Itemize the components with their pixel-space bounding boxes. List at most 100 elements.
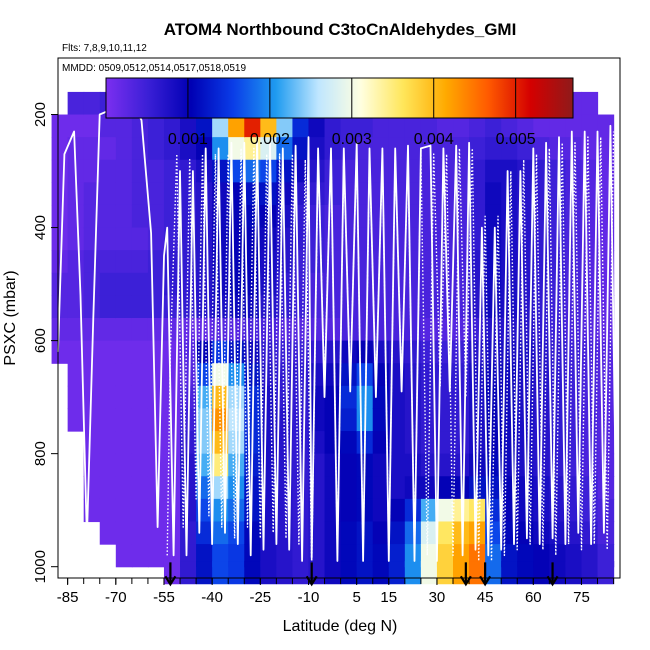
heatmap-cell bbox=[356, 272, 374, 296]
heatmap-cell bbox=[99, 137, 117, 161]
heatmap-cell bbox=[372, 561, 390, 585]
heatmap-cell bbox=[244, 561, 261, 585]
heatmap-cell bbox=[147, 250, 165, 274]
heatmap-cell bbox=[292, 340, 310, 364]
heatmap-cell bbox=[83, 204, 101, 229]
heatmap-cell bbox=[115, 114, 133, 138]
heatmap-cell bbox=[404, 521, 422, 545]
heatmap-cell bbox=[388, 498, 406, 523]
heatmap-cell bbox=[147, 159, 165, 183]
heatmap-cell bbox=[308, 318, 326, 342]
x-tick-label: -85 bbox=[57, 589, 79, 606]
heatmap-cell bbox=[228, 561, 245, 585]
heatmap-cell bbox=[51, 318, 69, 342]
heatmap-cell bbox=[131, 182, 149, 206]
heatmap-cell bbox=[372, 476, 390, 500]
heatmap-cell bbox=[501, 408, 518, 432]
heatmap-cell bbox=[67, 408, 85, 432]
heatmap-cell bbox=[180, 114, 197, 138]
heatmap-cell bbox=[115, 340, 133, 364]
heatmap-cell bbox=[372, 250, 390, 274]
heatmap-cell bbox=[131, 544, 149, 568]
heatmap-cell bbox=[51, 227, 69, 251]
heatmap-cell bbox=[163, 159, 181, 183]
heatmap-cell bbox=[276, 453, 294, 477]
heatmap-cell bbox=[99, 295, 117, 319]
heatmap-cell bbox=[163, 114, 181, 138]
heatmap-cell bbox=[324, 453, 342, 477]
heatmap-cell bbox=[356, 318, 374, 342]
heatmap-cell bbox=[501, 204, 518, 229]
heatmap-cell bbox=[597, 498, 615, 523]
heatmap-cell bbox=[340, 498, 358, 523]
heatmap-cell bbox=[340, 385, 358, 410]
heatmap-cell bbox=[549, 137, 567, 161]
heatmap-cell bbox=[436, 159, 454, 183]
heatmap-cell bbox=[324, 182, 342, 206]
heatmap-cell bbox=[212, 137, 229, 161]
heatmap-cell bbox=[517, 137, 534, 161]
heatmap-cell bbox=[99, 476, 117, 500]
heatmap-cell bbox=[356, 561, 374, 585]
x-tick-label: -55 bbox=[153, 589, 175, 606]
heatmap-cell bbox=[260, 137, 277, 161]
heatmap-cell bbox=[420, 498, 438, 523]
heatmap-cell bbox=[260, 561, 277, 585]
heatmap-cell bbox=[436, 431, 454, 455]
heatmap-cell bbox=[340, 431, 358, 455]
heatmap-cell bbox=[67, 114, 85, 138]
heatmap-cell bbox=[51, 114, 69, 138]
heatmap-cell bbox=[51, 250, 69, 274]
y-tick-label: 1000 bbox=[32, 550, 49, 583]
heatmap-cell bbox=[420, 227, 438, 251]
heatmap-cell bbox=[485, 114, 502, 138]
heatmap-cell bbox=[115, 544, 133, 568]
heatmap-cell bbox=[340, 476, 358, 500]
x-axis: -85 -70 -55 -40 -25 -10 5 15 30 45 60 75 bbox=[57, 578, 615, 606]
heatmap-cell bbox=[517, 561, 534, 585]
heatmap-cell bbox=[180, 521, 197, 545]
heatmap-cell bbox=[324, 363, 342, 387]
heatmap-cell bbox=[147, 544, 165, 568]
heatmap-cell bbox=[83, 318, 101, 342]
heatmap-cell bbox=[420, 114, 438, 138]
heatmap-cell bbox=[324, 137, 342, 161]
heatmap-cell bbox=[260, 408, 277, 432]
heatmap-cell bbox=[115, 498, 133, 523]
heatmap-cell bbox=[469, 137, 486, 161]
heatmap-cell bbox=[517, 521, 534, 545]
heatmap-cell bbox=[388, 431, 406, 455]
heatmap-cell bbox=[67, 204, 85, 229]
heatmap-cell bbox=[228, 272, 245, 296]
y-tick-label: 200 bbox=[32, 102, 49, 127]
heatmap-cell bbox=[436, 114, 454, 138]
heatmap-cell bbox=[581, 318, 599, 342]
heatmap-cell bbox=[131, 431, 149, 455]
heatmap-cell bbox=[99, 431, 117, 455]
heatmap-cell bbox=[67, 137, 85, 161]
heatmap-cell bbox=[597, 521, 615, 545]
heatmap-cell bbox=[565, 182, 583, 206]
heatmap-cell bbox=[115, 182, 133, 206]
heatmap-cell bbox=[147, 137, 165, 161]
heatmap-cell bbox=[372, 408, 390, 432]
heatmap-cell bbox=[308, 137, 326, 161]
heatmap-cell bbox=[597, 561, 615, 585]
heatmap-cell bbox=[163, 137, 181, 161]
heatmap-cell bbox=[308, 295, 326, 319]
heatmap-cell bbox=[308, 408, 326, 432]
heatmap-cell bbox=[581, 521, 599, 545]
heatmap-cell bbox=[131, 137, 149, 161]
flight-tracks bbox=[57, 106, 618, 568]
heatmap-cell bbox=[340, 453, 358, 477]
heatmap-cell bbox=[469, 159, 486, 183]
heatmap-cell bbox=[260, 385, 277, 410]
colorbar-gradient bbox=[105, 77, 574, 119]
heatmap-cell bbox=[324, 340, 342, 364]
heatmap-cell bbox=[244, 498, 261, 523]
colorbar: 0.001 0.002 0.003 0.004 0.005 bbox=[105, 77, 574, 148]
heatmap-cell bbox=[436, 521, 454, 545]
colorbar-tick-label: 0.003 bbox=[332, 131, 372, 148]
heatmap-cell bbox=[565, 137, 583, 161]
